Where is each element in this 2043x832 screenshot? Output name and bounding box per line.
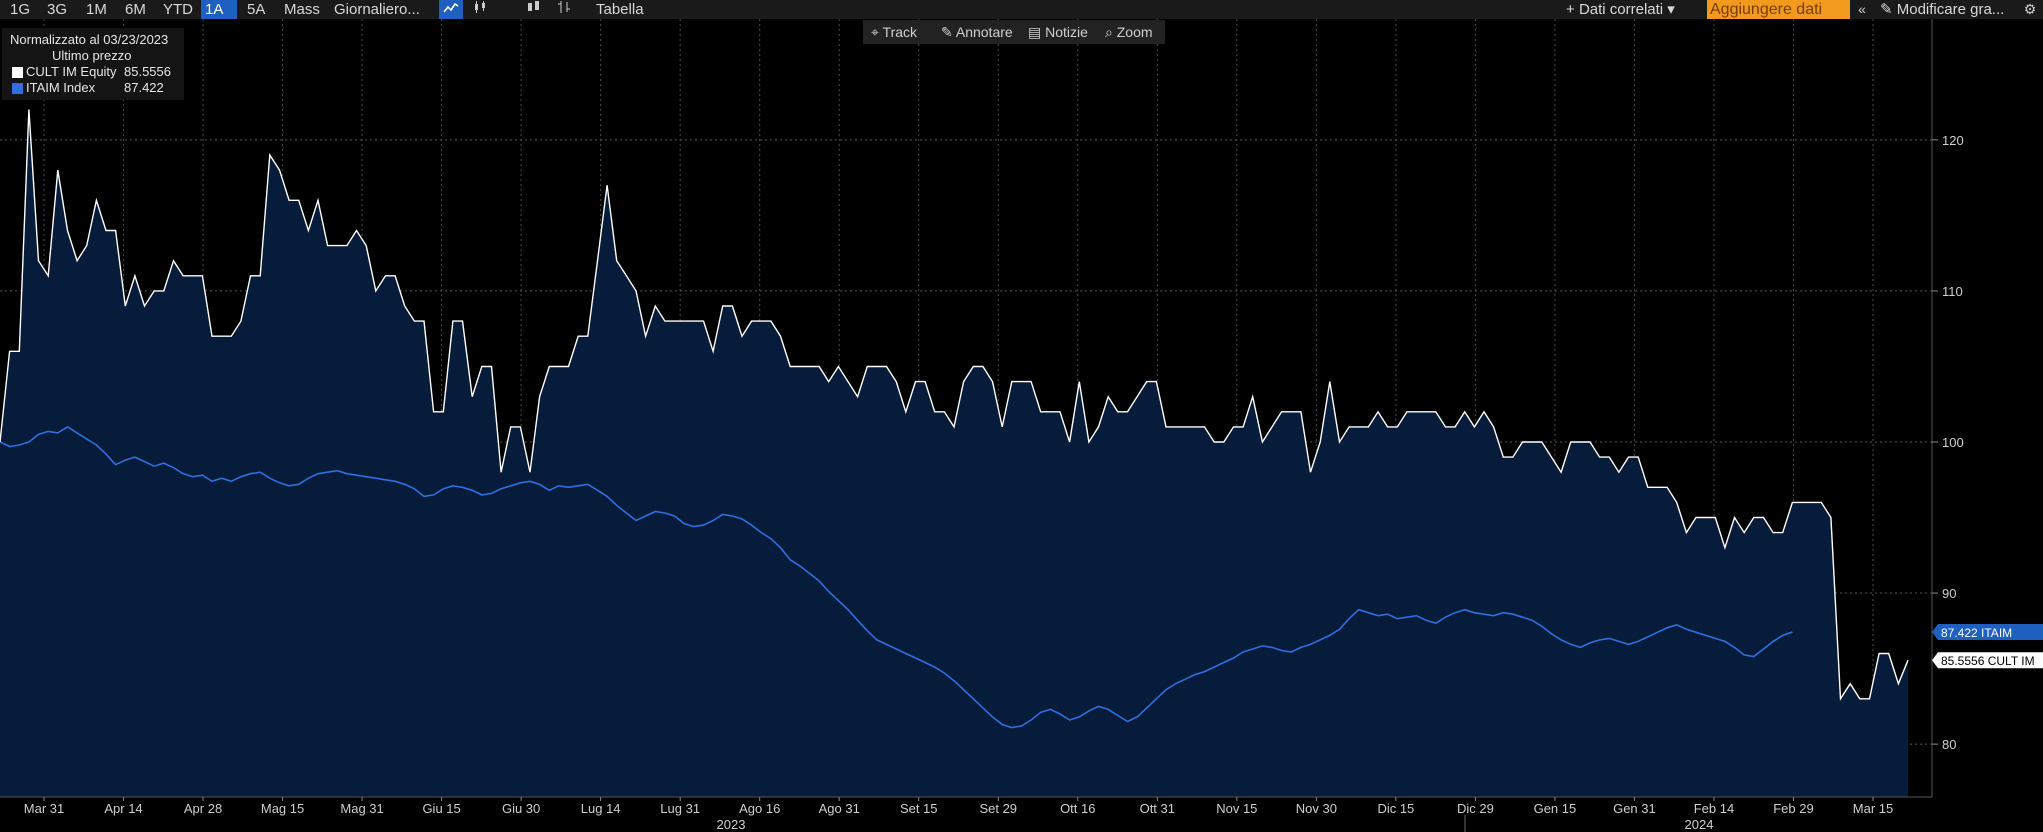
candlestick-icon[interactable] bbox=[468, 0, 492, 19]
price-tags: 87.422 ITAIM 85.5556 CULT IM bbox=[1932, 624, 2043, 669]
x-tick-label: Apr 28 bbox=[184, 801, 222, 816]
x-tick-label: Mag 31 bbox=[340, 801, 383, 816]
legend-header: Normalizzato al 03/23/2023 bbox=[10, 32, 169, 47]
gear-icon[interactable]: ⚙ bbox=[2023, 1, 2037, 17]
price-tag-label: 87.422 ITAIM bbox=[1941, 626, 2012, 640]
news-button[interactable]: ▤ Notizie bbox=[1028, 24, 1088, 40]
edit-chart-button[interactable]: ✎ Modificare gra... bbox=[1880, 1, 2005, 18]
x-tick-label: Feb 29 bbox=[1773, 801, 1813, 816]
legend-item-cult-name: CULT IM Equity bbox=[26, 64, 117, 79]
period-3g-button[interactable]: 3G bbox=[47, 1, 68, 18]
x-tick-label: Ago 16 bbox=[739, 801, 780, 816]
legend: Normalizzato al 03/23/2023 Ultimo prezzo… bbox=[2, 28, 184, 100]
zoom-button[interactable]: ⌕ Zoom bbox=[1105, 24, 1153, 40]
period-mass-button[interactable]: Mass bbox=[284, 1, 320, 18]
y-tick-label: 100 bbox=[1942, 435, 1964, 450]
legend-swatch-itaim bbox=[12, 83, 23, 94]
x-tick-label: Gen 15 bbox=[1534, 801, 1577, 816]
table-button[interactable]: Tabella bbox=[596, 1, 644, 18]
price-tag-label: 85.5556 CULT IM bbox=[1941, 654, 2035, 668]
x-tick-label: Set 15 bbox=[900, 801, 938, 816]
chart-subtoolbar: ⌖ Track ✎ Annotare ▤ Notizie ⌕ Zoom bbox=[863, 20, 1165, 44]
x-tick-label: Ott 31 bbox=[1140, 801, 1175, 816]
ohlc-icon[interactable] bbox=[522, 0, 546, 19]
legend-item-itaim-name: ITAIM Index bbox=[26, 80, 96, 95]
track-button[interactable]: ⌖ Track bbox=[871, 24, 918, 40]
period-5a-button[interactable]: 5A bbox=[247, 1, 266, 18]
x-axis-ticks: Mar 31 Apr 14 Apr 28 Mag 15 Mag 31 Giu 15 Giu … bbox=[24, 797, 1893, 832]
x-tick-label: Lug 31 bbox=[660, 801, 700, 816]
x-tick-label: Dic 15 bbox=[1377, 801, 1414, 816]
price-tag-bg bbox=[1932, 624, 2043, 641]
x-tick-label: Apr 14 bbox=[104, 801, 142, 816]
toolbar: 1G 3G 1M 6M YTD 1A 5A Mass Giornaliero..… bbox=[0, 0, 2043, 19]
series-itaim-line bbox=[0, 425, 1793, 729]
annotate-button[interactable]: ✎ Annotare bbox=[941, 24, 1013, 40]
y-tick-label: 110 bbox=[1942, 284, 1963, 299]
legend-item-cult-value: 85.5556 bbox=[124, 64, 171, 79]
x-tick-label: Gen 31 bbox=[1613, 801, 1656, 816]
y-axis-ticks: 80 90 100 110 120 bbox=[1932, 133, 1964, 752]
track-label: Track bbox=[882, 24, 918, 40]
year-label: 2024 bbox=[1685, 817, 1714, 832]
price-tag-bg bbox=[1932, 652, 2043, 669]
edit-chart-label: Modificare gra... bbox=[1896, 1, 2005, 18]
bar-icon[interactable] bbox=[552, 0, 576, 19]
period-1m-button[interactable]: 1M bbox=[86, 1, 107, 18]
x-tick-label: Mag 15 bbox=[261, 801, 304, 816]
related-data-label: Dati correlati bbox=[1578, 1, 1664, 18]
x-tick-label: Mar 31 bbox=[24, 801, 64, 816]
x-tick-label: Giu 30 bbox=[502, 801, 540, 816]
period-1a-button[interactable]: 1A bbox=[201, 0, 237, 19]
zoom-label: Zoom bbox=[1116, 24, 1153, 40]
news-label: Notizie bbox=[1045, 24, 1088, 40]
x-tick-label: Dic 29 bbox=[1457, 801, 1494, 816]
y-tick-label: 80 bbox=[1942, 737, 1956, 752]
x-tick-label: Nov 15 bbox=[1216, 801, 1257, 816]
y-tick-label: 90 bbox=[1942, 586, 1956, 601]
line-chart-icon[interactable] bbox=[439, 0, 463, 19]
x-tick-label: Set 29 bbox=[979, 801, 1017, 816]
period-6m-button[interactable]: 6M bbox=[125, 1, 146, 18]
legend-item-itaim-value: 87.422 bbox=[124, 80, 164, 95]
cult-area-fill bbox=[0, 109, 1908, 798]
legend-subheader: Ultimo prezzo bbox=[52, 48, 132, 63]
period-1g-button[interactable]: 1G bbox=[10, 1, 31, 18]
legend-swatch-cult bbox=[12, 67, 23, 78]
series-cult-line bbox=[0, 109, 1909, 702]
x-tick-label: Feb 14 bbox=[1694, 801, 1734, 816]
frequency-dropdown[interactable]: Giornaliero... bbox=[334, 1, 420, 18]
period-ytd-button[interactable]: YTD bbox=[163, 1, 193, 18]
x-tick-label: Lug 14 bbox=[581, 801, 621, 816]
x-tick-label: Nov 30 bbox=[1296, 801, 1337, 816]
x-tick-label: Giu 15 bbox=[422, 801, 460, 816]
x-tick-label: Mar 15 bbox=[1853, 801, 1893, 816]
y-tick-label: 120 bbox=[1942, 133, 1964, 148]
related-data-dropdown[interactable]: + Dati correlati ▾ bbox=[1566, 1, 1675, 18]
x-tick-label: Ago 31 bbox=[819, 801, 860, 816]
collapse-icon[interactable]: « bbox=[1858, 1, 1866, 17]
year-label: 2023 bbox=[717, 817, 746, 832]
x-tick-label: Ott 16 bbox=[1060, 801, 1095, 816]
add-data-button[interactable]: Aggiungere dati bbox=[1707, 0, 1850, 19]
annotate-label: Annotare bbox=[955, 24, 1013, 40]
